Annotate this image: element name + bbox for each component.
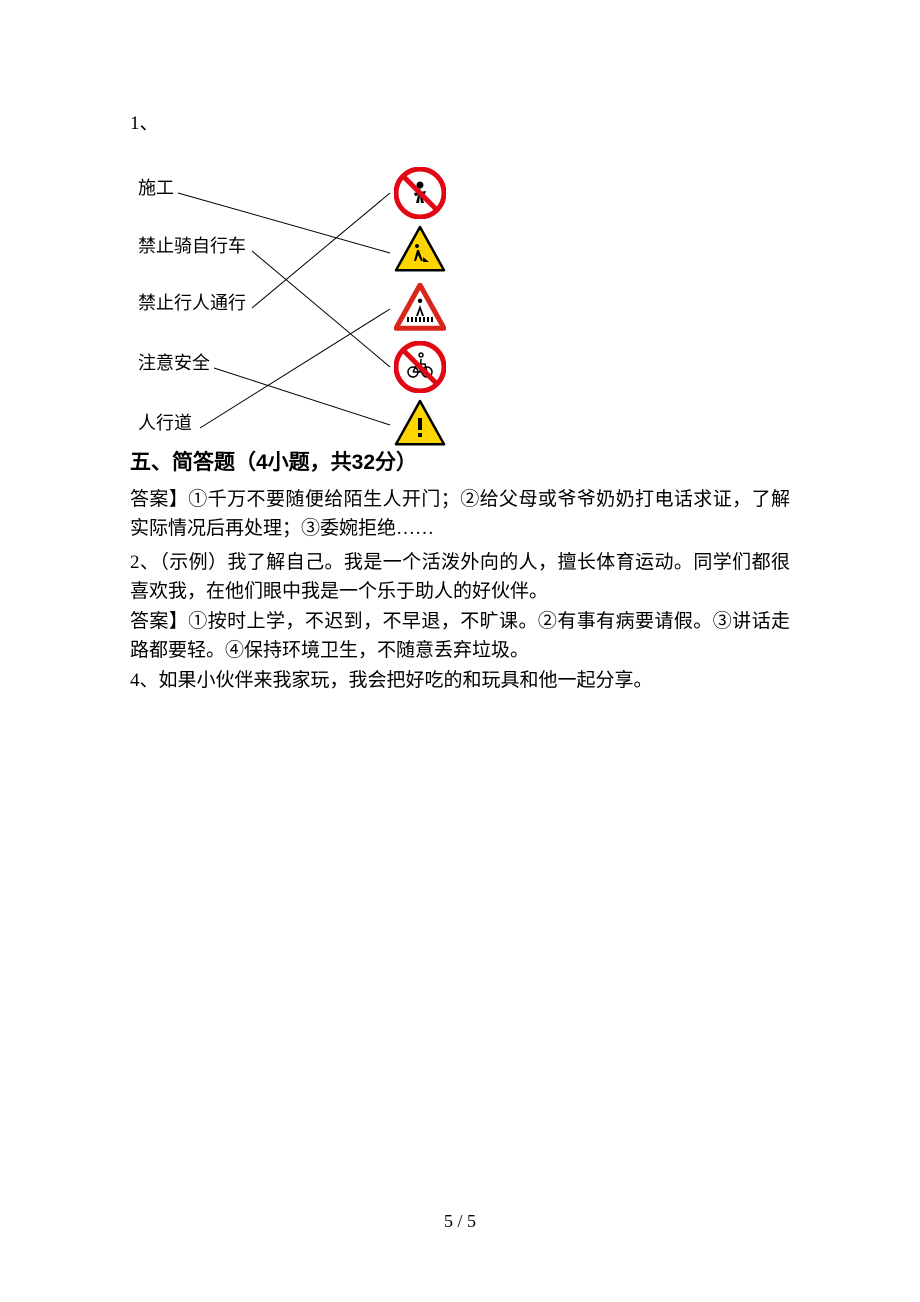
section-5-heading: 五、简答题（4小题，共32分） bbox=[130, 447, 790, 479]
answer-1: 答案】①千万不要随便给陌生人开门；②给父母或爷爷奶奶打电话求证，了解实际情况后再… bbox=[130, 486, 790, 543]
diagram-label: 人行道 bbox=[138, 410, 192, 437]
caution-sign-icon bbox=[394, 399, 446, 451]
diagram-label: 禁止行人通行 bbox=[138, 290, 246, 317]
diagram-label: 注意安全 bbox=[138, 350, 210, 377]
question-1-label: 1、 bbox=[130, 110, 790, 139]
answer-3: 答案】①按时上学，不迟到，不早退，不旷课。②有事有病要请假。③讲话走路都要轻。④… bbox=[130, 608, 790, 665]
crosswalk-sign-icon bbox=[394, 283, 446, 335]
matching-diagram: 施工禁止骑自行车禁止行人通行注意安全人行道 bbox=[130, 145, 470, 435]
answer-2: 2、（示例）我了解自己。我是一个活泼外向的人，擅长体育运动。同学们都很喜欢我，在… bbox=[130, 549, 790, 606]
no-bicycle-sign-icon bbox=[394, 341, 446, 393]
answer-4: 4、如果小伙伴来我家玩，我会把好吃的和玩具和他一起分享。 bbox=[130, 667, 790, 696]
construction-sign-icon bbox=[394, 225, 446, 277]
page-number: 5 / 5 bbox=[0, 1211, 920, 1232]
diagram-label: 施工 bbox=[138, 175, 174, 202]
diagram-label: 禁止骑自行车 bbox=[138, 233, 246, 260]
no-pedestrian-sign-icon bbox=[394, 167, 446, 219]
